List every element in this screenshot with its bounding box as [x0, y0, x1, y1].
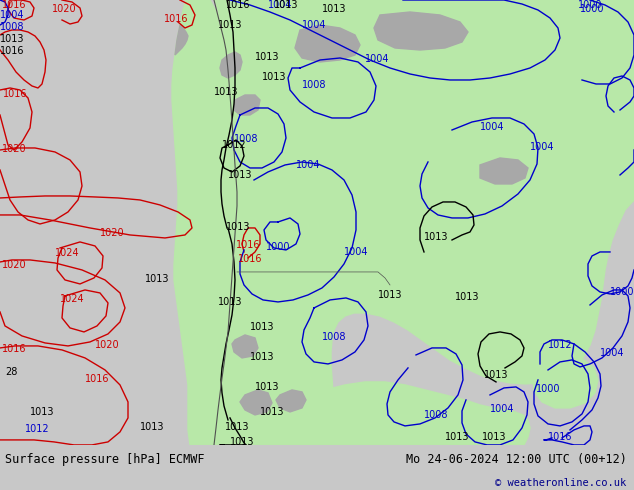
Text: 1013: 1013: [145, 274, 169, 284]
Polygon shape: [172, 0, 248, 445]
Text: 1024: 1024: [55, 248, 80, 258]
Polygon shape: [276, 390, 306, 412]
Text: 1008: 1008: [322, 332, 347, 342]
Text: 1013: 1013: [0, 34, 25, 44]
Text: 1004: 1004: [0, 10, 25, 20]
Text: 1016: 1016: [238, 254, 262, 264]
Text: 1004: 1004: [302, 20, 327, 30]
Text: 1020: 1020: [100, 228, 125, 238]
Text: 1013: 1013: [225, 422, 250, 432]
Text: 1004: 1004: [344, 247, 368, 257]
Text: 1004: 1004: [600, 348, 624, 358]
Text: Surface pressure [hPa] ECMWF: Surface pressure [hPa] ECMWF: [5, 453, 205, 466]
Text: 1012: 1012: [222, 140, 247, 150]
Text: Mo 24-06-2024 12:00 UTC (00+12): Mo 24-06-2024 12:00 UTC (00+12): [406, 453, 626, 466]
Text: 1004: 1004: [530, 142, 555, 152]
Polygon shape: [320, 382, 530, 445]
Polygon shape: [208, 263, 252, 310]
Text: © weatheronline.co.uk: © weatheronline.co.uk: [495, 478, 626, 488]
Text: 1000: 1000: [266, 242, 290, 252]
Text: 1013: 1013: [250, 322, 275, 332]
Polygon shape: [175, 25, 188, 55]
Text: 1016: 1016: [236, 240, 261, 250]
Text: 1013: 1013: [445, 432, 470, 442]
Text: 1004: 1004: [268, 0, 292, 10]
Polygon shape: [480, 158, 528, 184]
Text: 1016: 1016: [2, 344, 27, 354]
Text: 1016: 1016: [3, 89, 27, 99]
Text: 1024: 1024: [60, 294, 84, 304]
Polygon shape: [220, 52, 242, 78]
Text: 1000: 1000: [610, 287, 634, 297]
Text: 28: 28: [5, 367, 17, 377]
Text: 1012: 1012: [548, 340, 573, 350]
Polygon shape: [295, 25, 360, 62]
Text: 1000: 1000: [580, 4, 604, 14]
Text: 1013: 1013: [140, 422, 164, 432]
Text: 1013: 1013: [262, 72, 287, 82]
Text: 1004: 1004: [365, 54, 389, 64]
Text: 1013: 1013: [230, 437, 254, 447]
Polygon shape: [374, 12, 468, 50]
Text: 1013: 1013: [255, 52, 280, 62]
Polygon shape: [214, 0, 634, 445]
Text: 1008: 1008: [234, 134, 259, 144]
Text: 1013: 1013: [274, 0, 299, 10]
Polygon shape: [205, 335, 247, 380]
Polygon shape: [240, 390, 272, 415]
Text: 1013: 1013: [455, 292, 479, 302]
Text: 1013: 1013: [228, 170, 252, 180]
Polygon shape: [243, 272, 333, 348]
Text: 1013: 1013: [218, 297, 242, 307]
Text: 1016: 1016: [548, 432, 573, 442]
Text: 1004: 1004: [296, 160, 321, 170]
Polygon shape: [234, 95, 260, 115]
Text: 1013: 1013: [378, 290, 403, 300]
Text: 1020: 1020: [52, 4, 77, 14]
Text: 1013: 1013: [214, 87, 238, 97]
Text: 1008: 1008: [0, 22, 25, 32]
Polygon shape: [586, 138, 634, 212]
Text: 1016: 1016: [164, 14, 188, 24]
Text: 1013: 1013: [260, 407, 285, 417]
Text: 1016: 1016: [226, 0, 250, 10]
Text: 1004: 1004: [490, 404, 515, 414]
Text: 1016: 1016: [0, 46, 25, 56]
Text: 1013: 1013: [322, 4, 347, 14]
Text: 1000: 1000: [536, 384, 560, 394]
Text: 1013: 1013: [30, 407, 55, 417]
Text: 1004: 1004: [480, 122, 505, 132]
Text: 1020: 1020: [2, 260, 27, 270]
Text: 1013: 1013: [424, 232, 448, 242]
Text: 1016: 1016: [85, 374, 110, 384]
Text: 1013: 1013: [482, 432, 507, 442]
Text: 1000: 1000: [578, 0, 602, 10]
Text: 1013: 1013: [250, 352, 275, 362]
Polygon shape: [533, 358, 598, 408]
Text: 1013: 1013: [484, 370, 508, 380]
Text: 1013: 1013: [218, 20, 242, 30]
Polygon shape: [232, 335, 258, 358]
Text: 1008: 1008: [302, 80, 327, 90]
Text: 1020: 1020: [2, 144, 27, 154]
Text: 1013: 1013: [255, 382, 280, 392]
Text: 1016: 1016: [2, 0, 27, 10]
Text: 1008: 1008: [424, 410, 448, 420]
Text: 1013: 1013: [226, 222, 250, 232]
Text: 1012: 1012: [25, 424, 49, 434]
Text: 1020: 1020: [95, 340, 120, 350]
